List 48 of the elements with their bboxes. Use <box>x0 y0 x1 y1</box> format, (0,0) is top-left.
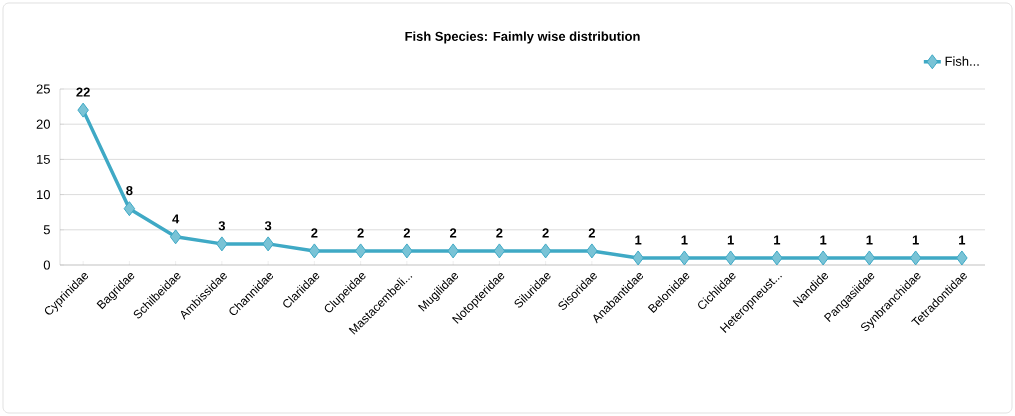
point <box>77 102 89 118</box>
data-label: 2 <box>403 228 410 238</box>
point <box>169 229 182 245</box>
data-label: 2 <box>449 228 457 238</box>
point <box>817 250 829 266</box>
data-label: 22 <box>76 87 90 97</box>
point <box>771 250 783 266</box>
y-tick-label: 15 <box>37 154 50 164</box>
point <box>956 250 968 266</box>
data-label: 3 <box>264 221 272 231</box>
legend-label: Fish... <box>945 56 979 66</box>
point <box>401 243 413 259</box>
data-label: 3 <box>218 221 226 231</box>
data-label: 1 <box>681 235 688 245</box>
point <box>308 243 321 259</box>
data-label: 2 <box>357 228 364 238</box>
point <box>354 243 367 259</box>
point <box>123 201 136 217</box>
data-label: 1 <box>774 235 781 245</box>
point <box>586 243 598 259</box>
point <box>863 250 876 266</box>
data-label: 2 <box>311 228 318 238</box>
data-label: 1 <box>727 235 734 245</box>
data-label: 2 <box>542 228 549 238</box>
y-tick-label: 20 <box>36 119 50 129</box>
data-label: 2 <box>496 228 503 238</box>
data-label: 4 <box>172 214 180 224</box>
y-tick-label: 5 <box>43 225 50 235</box>
data-label: 2 <box>588 228 595 238</box>
point <box>909 250 922 266</box>
data-label: 1 <box>820 235 827 245</box>
point <box>447 243 459 259</box>
chart-title: Fish Species: Faimly wise distribution <box>405 31 640 44</box>
data-label: 1 <box>635 235 642 245</box>
data-label: 1 <box>912 235 919 245</box>
y-tick-label: 0 <box>43 260 50 270</box>
point <box>493 243 506 259</box>
point <box>539 243 552 259</box>
data-label: 1 <box>866 235 873 245</box>
point <box>632 250 644 266</box>
point <box>262 236 274 252</box>
point <box>724 250 737 266</box>
y-tick-label: 10 <box>37 190 50 200</box>
point <box>678 250 691 266</box>
data-label: 1 <box>959 235 966 245</box>
data-label: 8 <box>126 185 133 196</box>
y-tick-label: 25 <box>36 84 50 94</box>
point <box>216 236 228 252</box>
